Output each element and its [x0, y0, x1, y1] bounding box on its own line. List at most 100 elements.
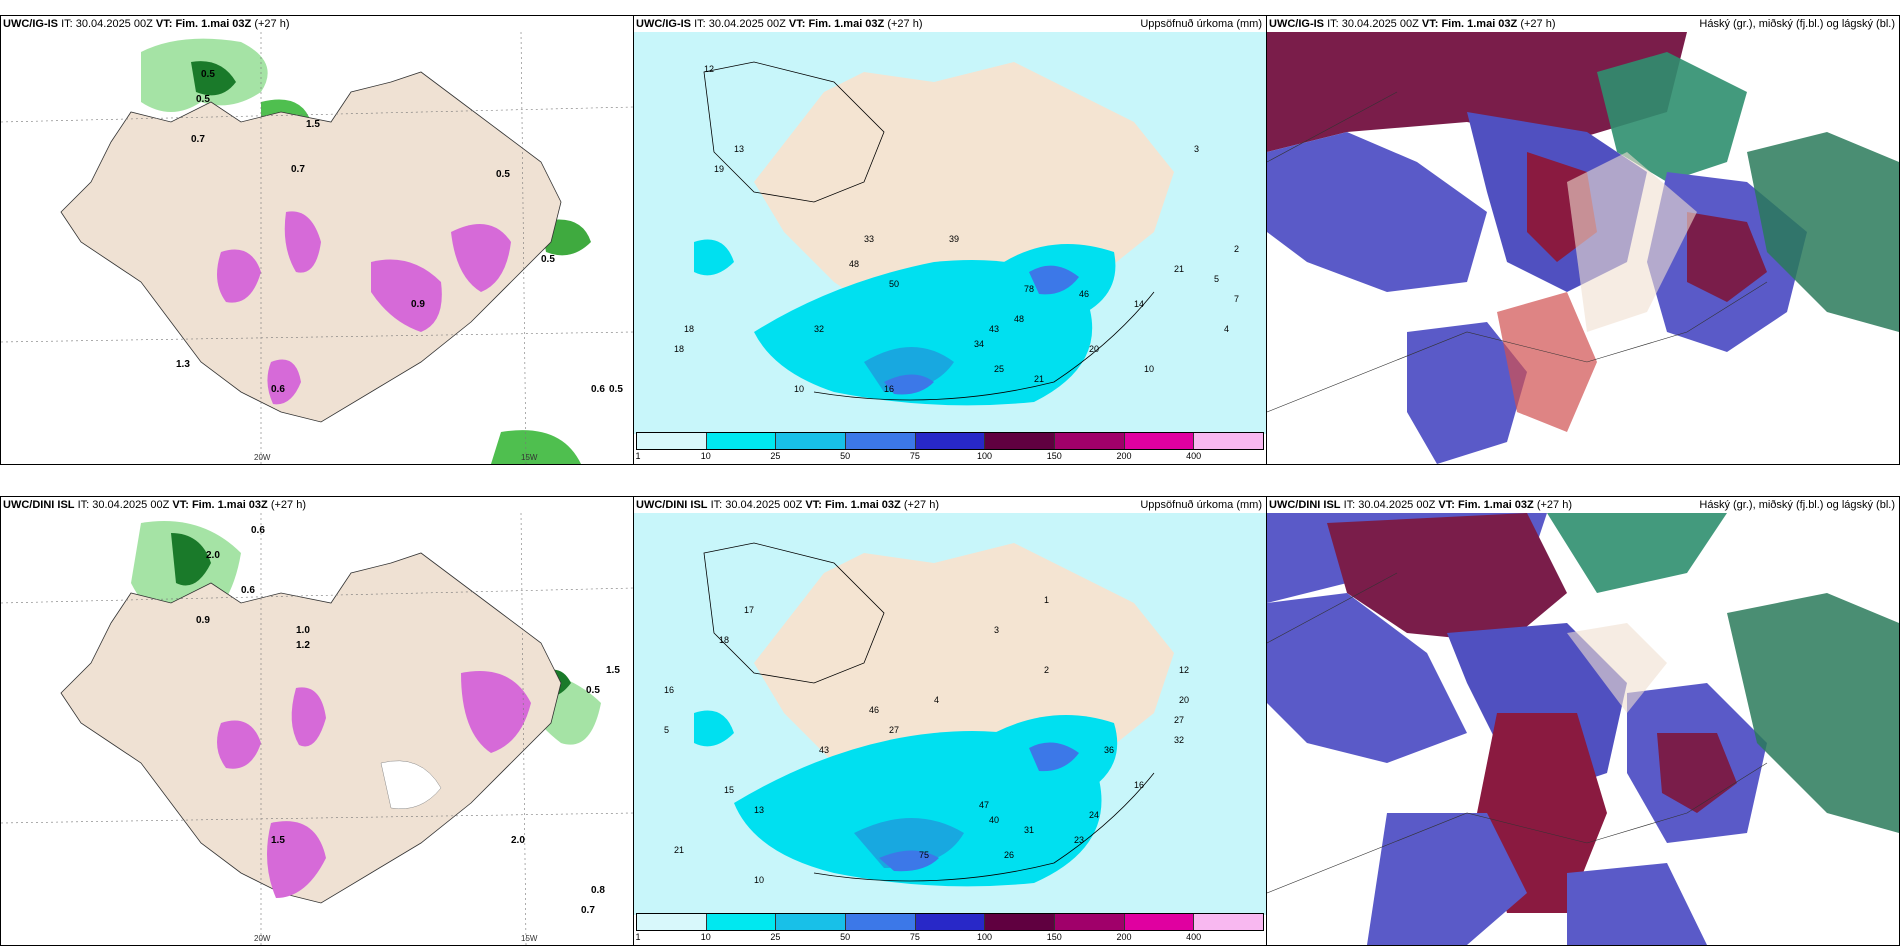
snow-labels: 0.6 2.0 1.5 0.6 0.9 1.0 1.2 0.5 0.8 0.7 …	[196, 525, 620, 916]
value-label: 31	[1024, 825, 1034, 835]
colorbar-seg	[776, 914, 847, 930]
colorbar-seg	[985, 914, 1056, 930]
valid-time: Fim. 1.mai 03Z	[1441, 18, 1518, 30]
value-label: 32	[1174, 735, 1184, 745]
cloud-map	[1267, 32, 1899, 464]
lead-time: (+27 h)	[270, 499, 306, 511]
value-label: 16	[1134, 780, 1144, 790]
init-time: 30.04.2025 00Z	[725, 499, 803, 511]
value-label: 46	[1079, 289, 1089, 299]
value-label: 33	[864, 234, 874, 244]
panel-header: UWC/DINI ISL IT: 30.04.2025 00Z VT: Fim.…	[1, 497, 633, 513]
value-label: 2	[1044, 665, 1049, 675]
colorbar-seg	[637, 914, 707, 930]
value-label: 0.9	[411, 299, 425, 310]
panel-header: UWC/IG-IS IT: 30.04.2025 00Z VT: Fim. 1.…	[1267, 16, 1899, 32]
value-label: 3	[1194, 144, 1199, 154]
lead-time: (+27 h)	[887, 18, 923, 30]
value-label: 0.5	[196, 94, 210, 105]
precip-labels: 12 19 13 18 10 33 39 50 48 78 48 46 21 2…	[674, 64, 1239, 394]
value-label: 14	[1134, 299, 1144, 309]
init-time: 30.04.2025 00Z	[92, 499, 170, 511]
model-name: UWC/IG-IS	[1269, 18, 1324, 30]
valid-time: Fim. 1.mai 03Z	[175, 18, 252, 30]
value-label: 46	[869, 705, 879, 715]
value-label: 13	[754, 805, 764, 815]
colorbar-seg	[1124, 433, 1195, 449]
tick-label: 400	[1186, 451, 1202, 461]
value-label: 13	[734, 144, 744, 154]
tick-label: 400	[1186, 932, 1202, 942]
value-label: 21	[1174, 264, 1184, 274]
it-label: IT:	[1327, 18, 1339, 30]
value-label: 18	[684, 324, 694, 334]
value-label: 10	[794, 384, 804, 394]
valid-time: Fim. 1.mai 03Z	[1457, 499, 1534, 511]
lon-label: 20W	[254, 453, 271, 462]
value-label: 18	[719, 635, 729, 645]
it-label: IT:	[77, 499, 90, 511]
value-label: 1.3	[176, 359, 190, 370]
vt-label: VT:	[805, 499, 822, 511]
value-label: 27	[1174, 715, 1184, 725]
value-label: 17	[744, 605, 754, 615]
precip-map-panel-bottom: UWC/DINI ISL IT: 30.04.2025 00Z VT: Fim.…	[633, 496, 1267, 946]
value-label: 0.5	[586, 685, 600, 696]
it-label: IT:	[1343, 499, 1356, 511]
colorbar-seg	[1124, 914, 1195, 930]
value-label: 48	[1014, 314, 1024, 324]
value-label: 12	[704, 64, 714, 74]
vt-label: VT:	[172, 499, 189, 511]
colorbar-seg	[706, 433, 777, 449]
value-label: 36	[1104, 745, 1114, 755]
value-label: 26	[1004, 850, 1014, 860]
colorbar-seg	[985, 433, 1056, 449]
value-label: 20	[1179, 695, 1189, 705]
precip-labels: 21 17 18 16 46 27 43 75 40 47 26 31 23 2…	[664, 595, 1189, 885]
init-time: 30.04.2025 00Z	[708, 18, 786, 30]
value-label: 18	[674, 344, 684, 354]
precip-map: 12 19 13 18 10 33 39 50 48 78 48 46 21 2…	[634, 32, 1266, 434]
value-label: 25	[994, 364, 1004, 374]
value-label: 4	[1224, 324, 1229, 334]
tick-label: 10	[700, 451, 711, 461]
value-label: 0.7	[191, 134, 205, 145]
valid-time: Fim. 1.mai 03Z	[191, 499, 268, 511]
value-label: 16	[664, 685, 674, 695]
value-label: 5	[664, 725, 669, 735]
value-label: 1.0	[296, 625, 310, 636]
colorbar-seg	[1055, 914, 1125, 930]
tick-label: 50	[840, 932, 851, 942]
value-label: 1.2	[296, 640, 310, 651]
value-label: 3	[994, 625, 999, 635]
value-label: 0.6	[241, 585, 255, 596]
colorbar-seg	[846, 433, 916, 449]
value-label: 1	[1044, 595, 1049, 605]
colorbar-seg	[776, 433, 847, 449]
snow-wind-map-panel-bottom: UWC/DINI ISL IT: 30.04.2025 00Z VT: Fim.…	[0, 496, 634, 946]
field-title: Uppsöfnuð úrkoma (mm)	[1140, 499, 1262, 511]
field-title: Uppsöfnuð úrkoma (mm)	[1140, 18, 1262, 30]
tick-label: 200	[1116, 932, 1132, 942]
panel-header: UWC/DINI ISL IT: 30.04.2025 00Z VT: Fim.…	[634, 497, 1266, 513]
value-label: 1.5	[271, 835, 285, 846]
snow-wind-map-panel-top: UWC/IG-IS IT: 30.04.2025 00Z VT: Fim. 1.…	[0, 15, 634, 465]
tick-label: 1	[635, 932, 641, 942]
lead-time: (+27 h)	[903, 499, 939, 511]
value-label: 2.0	[511, 835, 525, 846]
tick-label: 150	[1046, 451, 1062, 461]
tick-label: 25	[770, 932, 781, 942]
field-title: Háský (gr.), miðský (fj.bl.) og lágský (…	[1699, 18, 1895, 30]
tick-label: 50	[840, 451, 851, 461]
value-label: 0.5	[541, 254, 555, 265]
vt-label: VT:	[1421, 18, 1439, 30]
it-label: IT:	[694, 18, 706, 30]
colorbar-seg	[846, 914, 916, 930]
lead-time: (+27 h)	[254, 18, 290, 30]
value-label: 21	[674, 845, 684, 855]
tick-label: 150	[1046, 932, 1062, 942]
value-label: 10	[1144, 364, 1154, 374]
lon-label: 15W	[521, 934, 538, 943]
colorbar-labels: 1 10 25 50 75 100 150 200 400	[635, 931, 1264, 945]
model-name: UWC/IG-IS	[636, 18, 691, 30]
